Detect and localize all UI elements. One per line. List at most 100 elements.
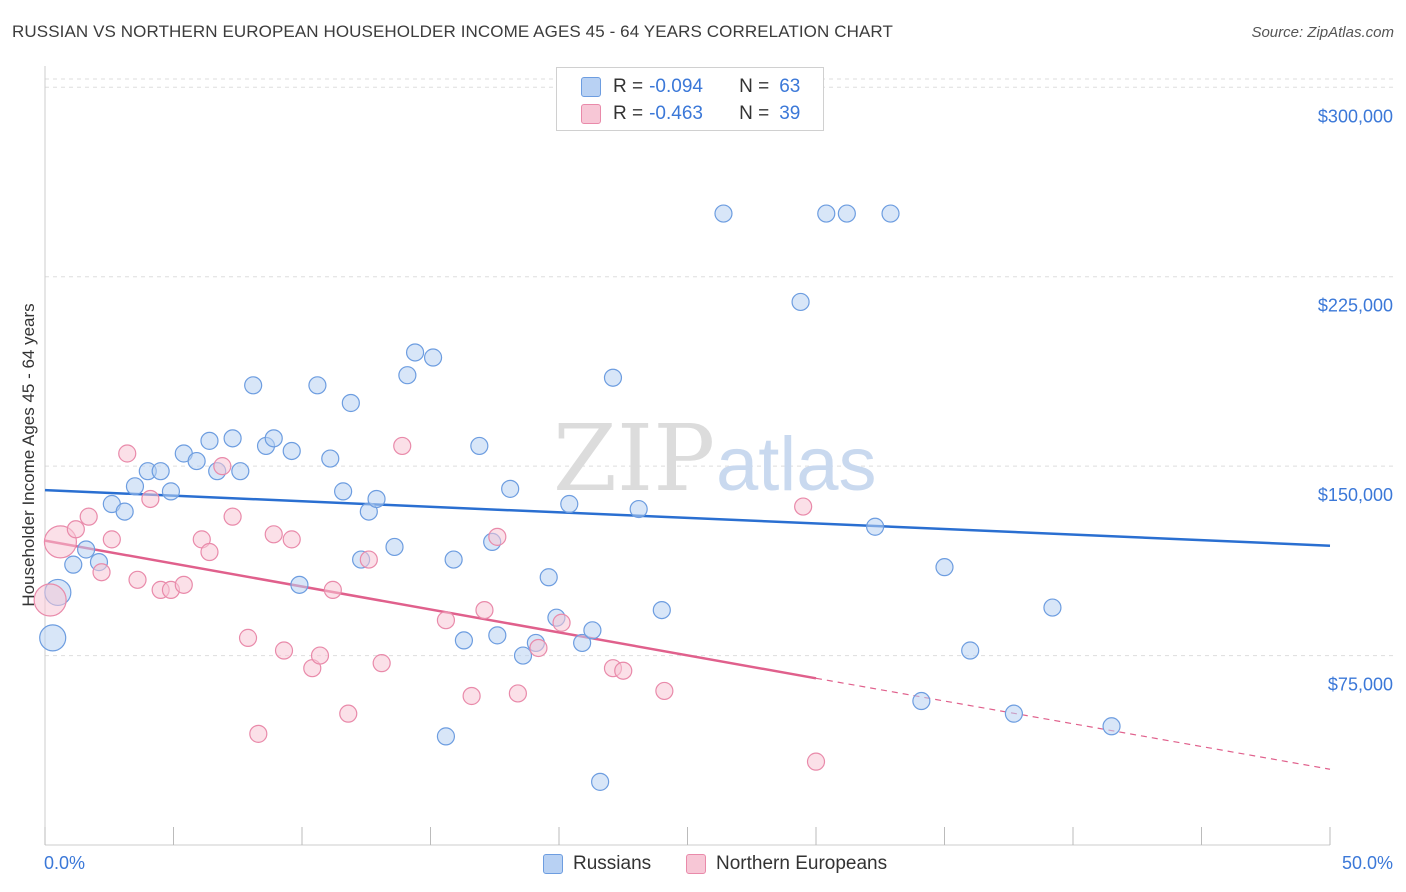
point-northern-europeans [264, 525, 283, 544]
point-russians [290, 575, 309, 594]
point-russians [200, 431, 219, 450]
point-northern-europeans [33, 583, 67, 617]
point-russians [912, 691, 931, 711]
x-tick-label: 0.0% [44, 853, 85, 873]
point-russians [125, 477, 145, 496]
legend-swatch-northern [581, 104, 601, 124]
trend-line-russians [44, 488, 1331, 547]
point-northern-europeans [102, 530, 121, 549]
y-tick-label: $150,000 [1318, 485, 1393, 505]
bottom-legend-label-northern: Northern Europeans [716, 853, 888, 874]
data-points [33, 204, 1121, 791]
point-northern-europeans [223, 507, 242, 526]
point-northern-europeans [249, 724, 268, 743]
legend-n-value: 39 [779, 103, 801, 124]
point-russians [39, 624, 67, 652]
y-axis-label: Householder Income Ages 45 - 64 years [19, 303, 38, 606]
y-tick-label: $75,000 [1328, 675, 1393, 695]
legend-r-value: -0.463 [649, 103, 703, 124]
point-northern-europeans [128, 570, 147, 589]
legend-row-russians: R = -0.094 N = 63 [581, 75, 800, 99]
legend-r-value: -0.094 [649, 76, 703, 97]
bottom-legend-swatch-northern [686, 854, 706, 874]
legend-row-northern: R = -0.463 N = 39 [581, 102, 800, 126]
legend-swatch-russians [581, 77, 601, 97]
legend-n-value: 63 [779, 76, 801, 97]
point-russians [264, 429, 283, 448]
point-russians [560, 494, 579, 514]
point-northern-europeans [141, 489, 160, 509]
point-russians [423, 348, 443, 367]
point-northern-europeans [359, 550, 378, 569]
legend: R = -0.094 N = 63 R = -0.463 N = 39 [556, 67, 824, 131]
bottom-legend-russians: Russians [543, 852, 651, 876]
axis-labels: Householder Income Ages 45 - 64 years $7… [19, 106, 1393, 873]
point-russians [837, 204, 856, 223]
point-russians [77, 540, 96, 559]
trend-lines [44, 488, 1331, 770]
point-russians [244, 376, 263, 395]
point-russians [223, 429, 242, 448]
point-russians [282, 441, 301, 461]
point-russians [591, 772, 610, 791]
point-northern-europeans [806, 752, 826, 771]
chart-title: RUSSIAN VS NORTHERN EUROPEAN HOUSEHOLDER… [12, 22, 893, 41]
point-northern-europeans [794, 497, 813, 516]
point-russians [231, 462, 250, 481]
trend-line-northern-europeans-extrapolated [815, 677, 1331, 770]
point-northern-europeans [323, 580, 342, 599]
trend-line-northern-europeans [44, 539, 817, 680]
point-russians [367, 489, 386, 509]
point-russians [603, 368, 623, 387]
point-northern-europeans [508, 684, 527, 703]
legend-r-label: R = [613, 76, 644, 97]
point-northern-europeans [488, 527, 507, 546]
point-russians [308, 376, 327, 395]
legend-n-label: N = [739, 76, 770, 97]
point-russians [513, 646, 533, 665]
point-northern-europeans [282, 530, 301, 549]
point-russians [385, 537, 404, 557]
point-russians [405, 343, 425, 362]
watermark: ZIP atlas [553, 405, 877, 512]
point-russians [961, 641, 980, 660]
point-northern-europeans [529, 638, 548, 658]
point-northern-europeans [462, 686, 481, 706]
point-northern-europeans [238, 628, 258, 647]
point-russians [866, 517, 885, 536]
legend-n-label: N = [739, 103, 770, 124]
point-russians [1004, 704, 1023, 723]
point-russians [791, 292, 810, 312]
point-russians [573, 633, 592, 653]
point-russians [470, 436, 489, 456]
point-russians [187, 451, 206, 471]
point-russians [115, 502, 134, 521]
point-russians [151, 462, 170, 481]
bottom-legend-swatch-russians [543, 854, 563, 874]
point-russians [398, 366, 417, 385]
point-russians [436, 727, 456, 746]
x-tick-label: 50.0% [1342, 853, 1393, 873]
legend-r-label: R = [613, 103, 644, 124]
point-northern-europeans [655, 681, 674, 701]
point-northern-europeans [372, 654, 391, 673]
point-northern-europeans [274, 641, 294, 660]
point-northern-europeans [79, 507, 98, 526]
bottom-legend-northern: Northern Europeans [686, 852, 887, 876]
point-russians [321, 449, 340, 468]
point-northern-europeans [393, 436, 412, 456]
point-northern-europeans [66, 520, 85, 539]
point-russians [444, 550, 463, 569]
point-russians [341, 393, 360, 413]
point-russians [1102, 717, 1121, 736]
watermark-atlas: atlas [716, 422, 877, 507]
point-northern-europeans [339, 704, 358, 723]
point-northern-europeans [310, 646, 330, 665]
watermark-zip: ZIP [553, 405, 715, 512]
grid-lines [45, 78, 1394, 657]
point-russians [454, 631, 474, 650]
point-northern-europeans [614, 661, 633, 680]
point-russians [334, 482, 353, 501]
